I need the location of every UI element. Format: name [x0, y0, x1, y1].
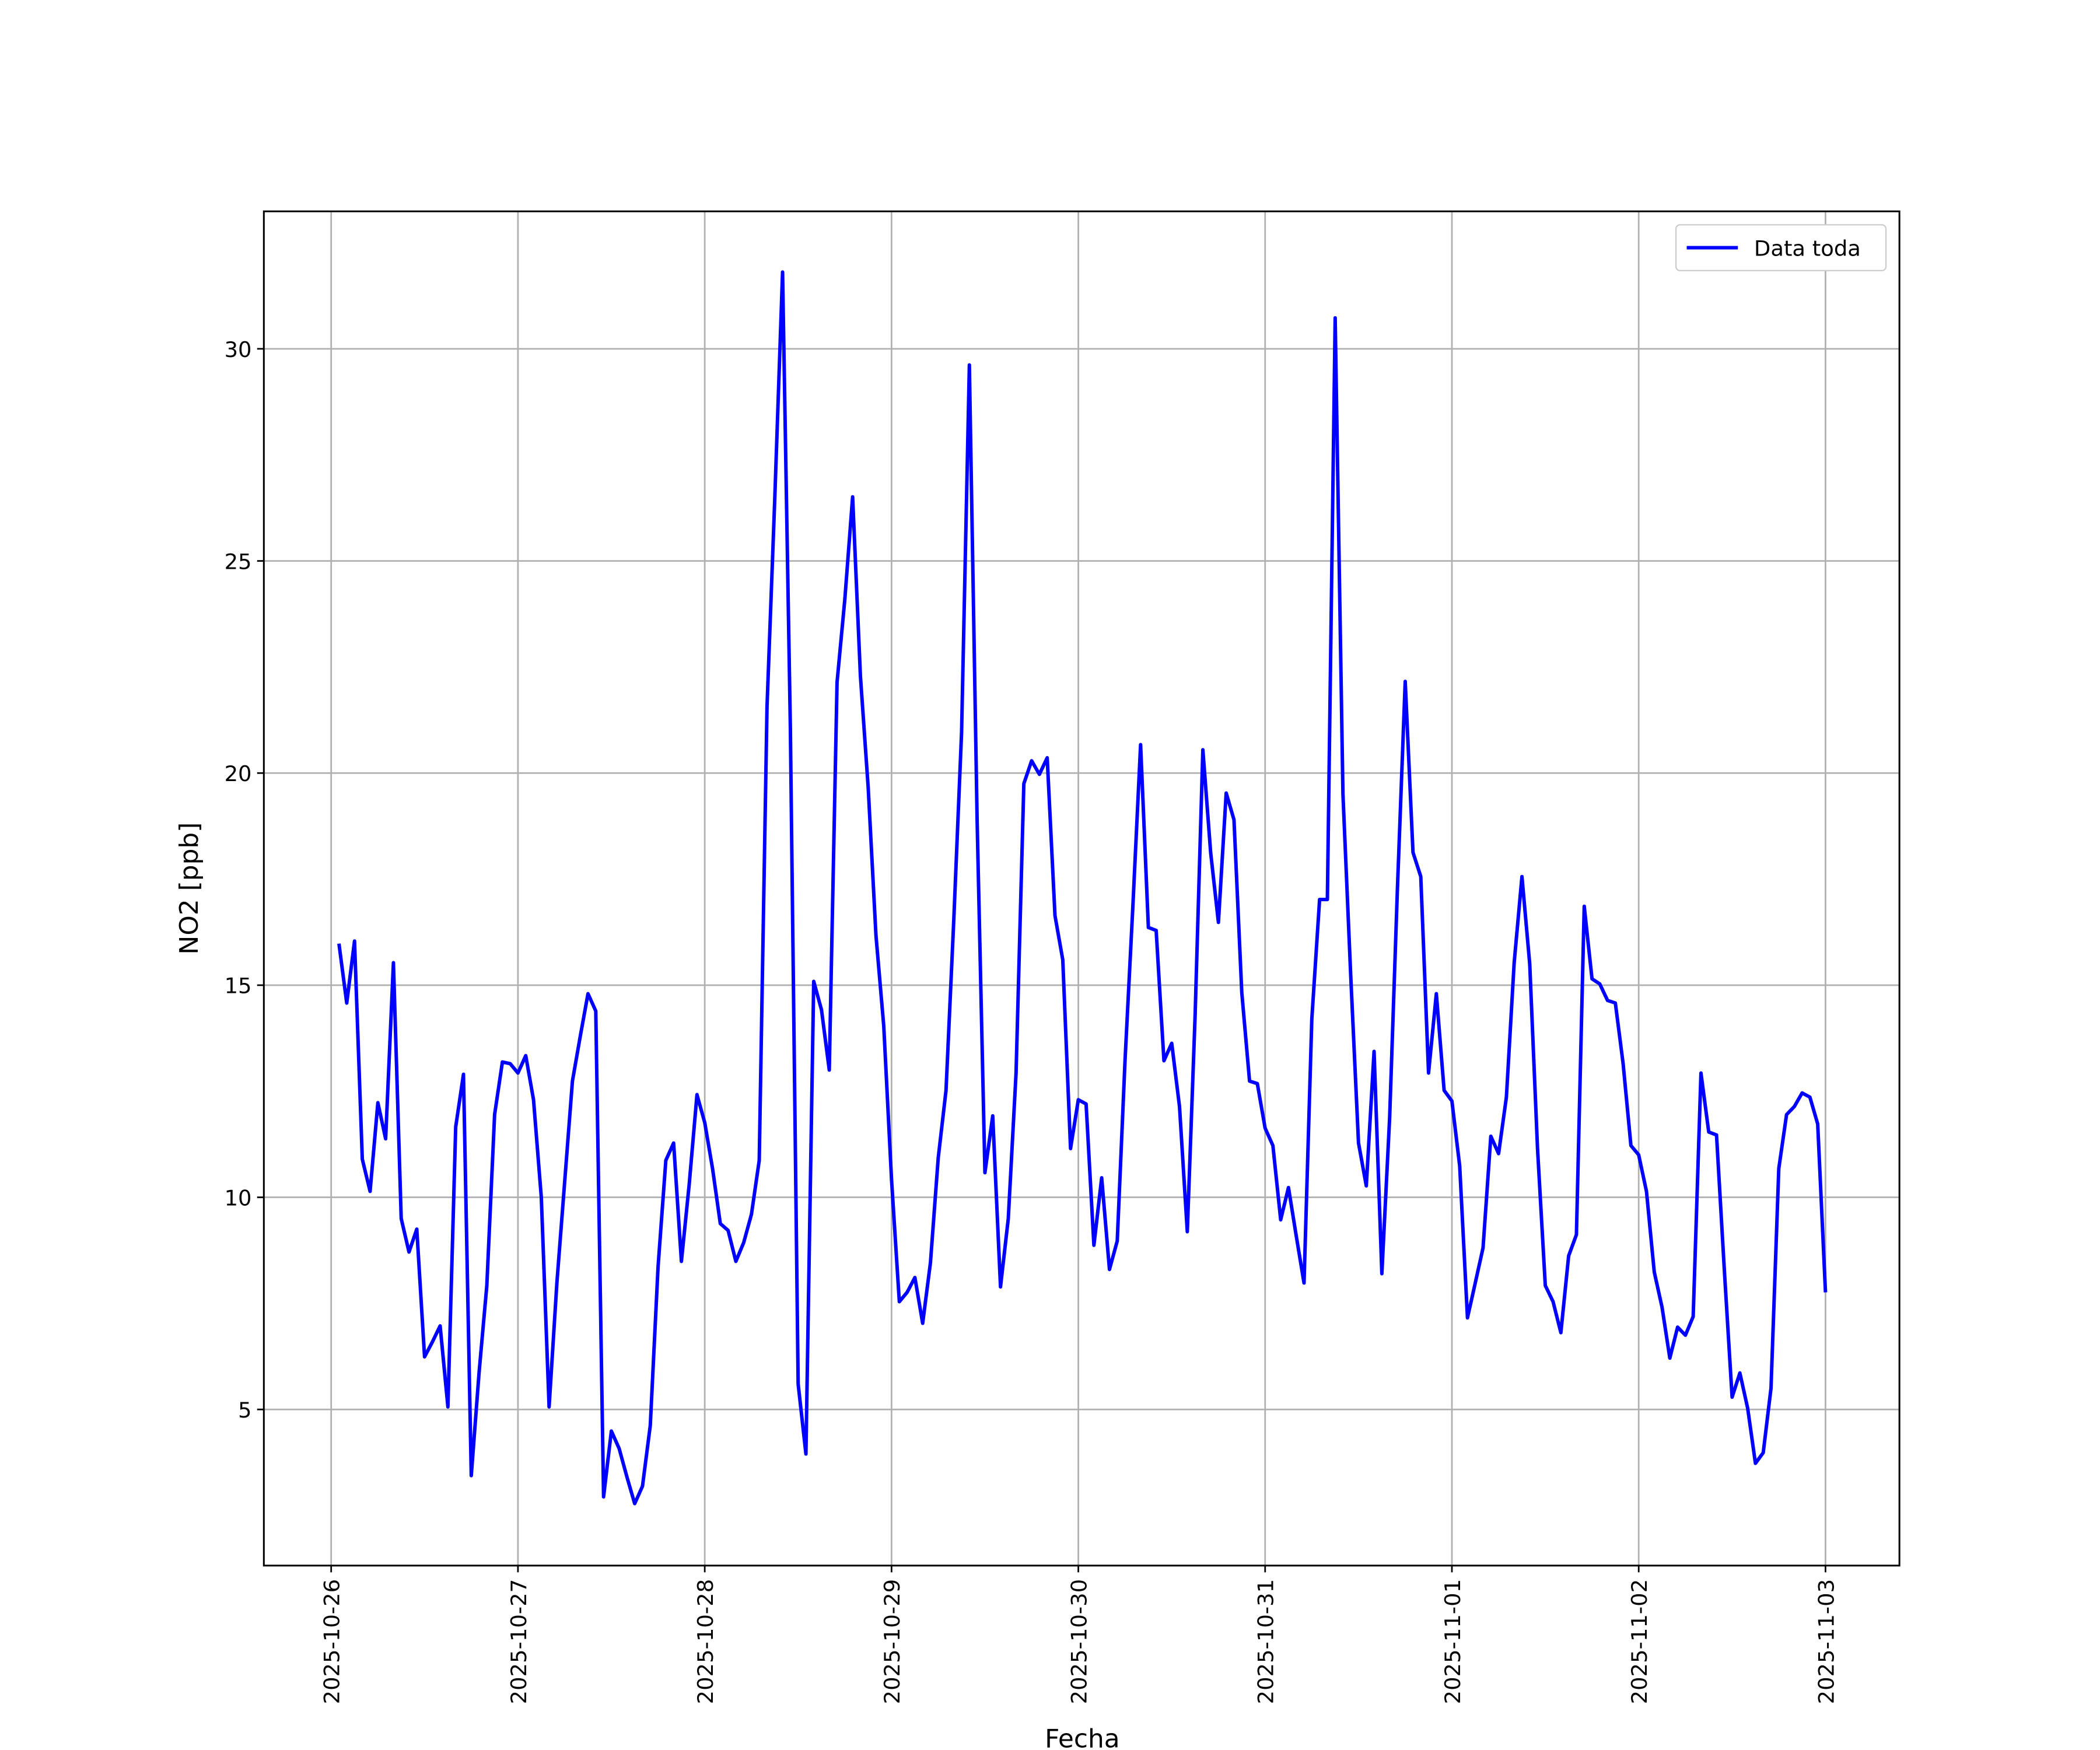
plot-frame — [262, 210, 1901, 1567]
y-tick-label: 20 — [225, 761, 252, 786]
x-tick-label: 2025-10-31 — [1254, 1579, 1279, 1704]
y-tick-label: 10 — [225, 1185, 252, 1210]
y-tick-label: 5 — [238, 1398, 251, 1423]
legend: Data toda — [1675, 224, 1887, 271]
x-tick-label: 2025-11-01 — [1440, 1579, 1465, 1704]
x-tick-label: 2025-10-26 — [320, 1579, 345, 1704]
legend-box — [1675, 224, 1887, 271]
y-tick-label: 25 — [225, 549, 252, 574]
x-tick-label: 2025-10-28 — [693, 1579, 718, 1704]
x-tick-label: 2025-10-27 — [506, 1579, 531, 1704]
legend-label: Data toda — [1754, 236, 1861, 261]
x-tick-label: 2025-10-30 — [1066, 1579, 1091, 1704]
x-tick-label: 2025-11-02 — [1627, 1579, 1652, 1704]
x-tick-label: 2025-11-03 — [1814, 1579, 1839, 1704]
x-tick-label: 2025-10-29 — [880, 1579, 905, 1704]
y-tick-label: 30 — [225, 337, 252, 362]
x-axis-label: Fecha — [1045, 1724, 1120, 1750]
y-axis-label: NO2 [ppb] — [174, 822, 204, 955]
y-tick-label: 15 — [225, 974, 252, 999]
data-line — [337, 270, 1828, 1506]
